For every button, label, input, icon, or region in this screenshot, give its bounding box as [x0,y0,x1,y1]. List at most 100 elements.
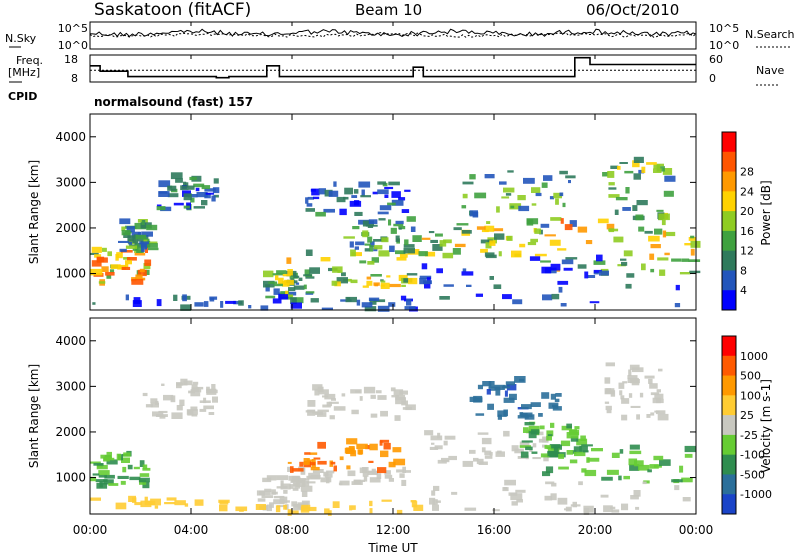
velocity-cell [429,497,436,505]
velocity-cell [115,502,127,510]
velocity-cell [560,440,571,447]
power-cell [98,281,106,284]
velocity-cell [276,475,289,481]
power-cell [610,165,619,169]
power-cell [419,277,427,285]
power-cell [362,285,369,288]
power-cell [364,306,377,312]
power-cell [183,181,187,187]
velocity-cell [671,479,683,483]
power-cell [555,198,559,205]
velocity-cell [127,464,133,470]
power-cell [132,300,142,307]
velocity-cell [104,474,115,479]
power-cell [158,191,168,194]
power-cell [399,253,408,258]
velocity-cell [276,486,288,489]
power-cell [355,241,365,246]
power-cell [90,252,99,255]
time-tick-label: 16:00 [477,523,512,537]
power-cell [679,272,691,275]
velocity-cell [642,481,647,485]
power-colorbar-swatch [722,132,736,153]
power-cell [608,228,615,233]
power-cell [284,291,297,296]
power-cell [585,240,593,245]
power-cell [674,303,681,308]
power-cell [614,209,619,215]
power-cell [362,230,369,238]
power-cell [486,221,491,224]
power-cell [684,243,693,246]
velocity-cell [339,456,344,461]
power-cell [557,280,569,285]
velocity-cell [574,451,586,457]
velocity-cell [266,504,272,512]
power-cell [139,268,145,273]
velocity-cell [306,481,316,484]
time-tick-label: 12:00 [376,523,411,537]
power-cell [541,182,548,188]
power-cell [101,247,107,252]
power-cell [373,245,383,250]
velocity-cell [392,447,402,453]
velocity-cell [538,413,543,417]
velocity-cell [370,394,376,399]
velocity-cell [600,494,609,498]
power-cell [461,230,472,234]
velocity-cell [509,393,517,400]
velocity-cell [317,412,327,417]
velocity-cell [206,389,218,394]
velocity-cell [380,410,388,417]
power-cell [310,298,319,303]
power-cell [496,206,500,213]
power-cell [499,181,507,185]
power-cell [304,269,311,276]
velocity-cell [301,480,310,487]
power-cell [156,206,166,211]
power-cell [650,244,661,249]
power-cell [505,193,512,196]
velocity-cell [564,508,571,511]
power-cell [116,252,123,259]
velocity-cell [504,479,516,486]
velocity-cell [90,476,97,482]
power-cell [439,296,450,300]
power-colorbar: 4 8 12 16 20 24 28 [721,131,754,311]
power-cell [324,189,333,197]
velocity-cell [106,451,112,455]
velocity-cell [161,383,165,386]
velocity-cell [431,442,435,445]
power-cell [569,220,577,227]
power-cell [377,305,390,312]
power-cell [323,208,335,213]
velocity-cell [308,506,317,512]
power-cell [167,193,179,198]
power-cell [541,266,552,274]
velocity-cell [93,463,104,466]
power-cell [354,211,363,216]
power-cell [550,263,561,271]
power-cell [398,227,402,230]
station-title: Saskatoon (fitACF) [94,0,251,20]
velocity-cell [634,460,644,467]
power-cell [318,188,326,195]
power-cell [389,283,401,288]
velocity-cell [482,381,492,387]
power-colorbar-tick: 24 [740,185,754,198]
power-cell [126,226,135,232]
power-cell [406,298,412,306]
velocity-cell [488,381,495,388]
velocity-cell [375,390,382,394]
power-cell [359,260,367,264]
power-y-axis: 1000 2000 3000 4000 [55,130,696,281]
power-cell [436,268,443,274]
power-cell [109,269,115,273]
velocity-cell [410,500,417,503]
power-cell [273,283,283,287]
power-cell [384,186,394,190]
power-cell [597,218,609,224]
velocity-cell [475,413,485,416]
power-cell [193,206,205,209]
power-cell [90,268,103,276]
